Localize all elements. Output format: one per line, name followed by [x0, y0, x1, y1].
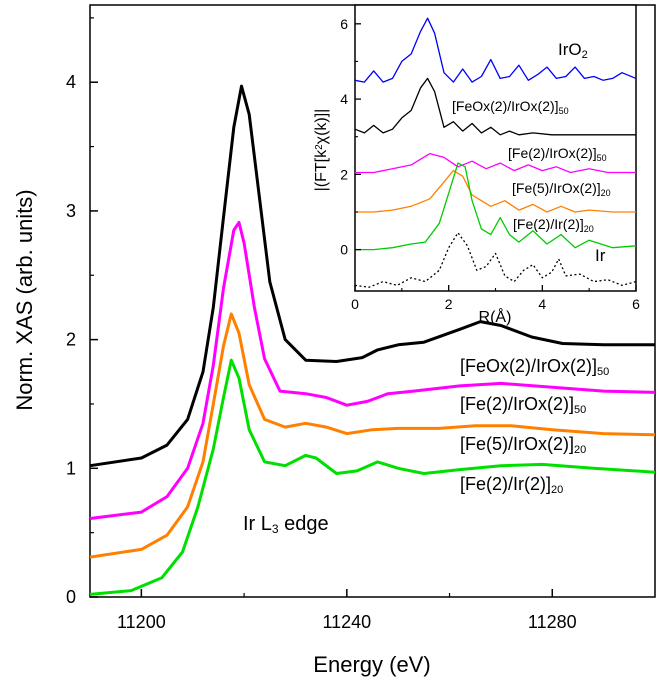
x-tick-label: 11200 [117, 612, 166, 632]
label-text: |(FT[k [313, 149, 330, 191]
label-text: [Fe(2)/Ir(2)] [460, 474, 551, 494]
label-text: [FeOx(2)/IrOx(2)] [460, 356, 597, 376]
ft-series-label-0: IrO2 [558, 40, 588, 61]
ft-series-1 [354, 77, 636, 136]
label-text: χ(k)]| [313, 109, 330, 145]
label-text: 1 [66, 458, 76, 478]
label-text: 4 [66, 72, 76, 92]
main-xas-plot: 11200 11240 11280 0 1 2 3 4 Energy (eV) Norm. XAS… [12, 4, 656, 677]
label-text: [Fe(5)/IrOx(2)] [512, 180, 601, 196]
label-text: 4 [538, 296, 546, 312]
label-text: 6 [340, 16, 348, 32]
ft-series-label-4: [Fe(2)/Ir(2)]20 [513, 216, 594, 234]
ft-series-4 [355, 162, 637, 251]
xas-series-label-2: [Fe(5)/IrOx(2)]20 [460, 434, 586, 456]
label-sub: 50 [559, 106, 569, 116]
y-tick-label: 0 [66, 587, 76, 607]
inset-x-tick-label: 0 [351, 296, 359, 312]
label-text: Norm. XAS (arb. units) [12, 189, 37, 410]
xas-series-2 [89, 312, 656, 559]
label-text: 11240 [322, 612, 371, 632]
label-sup: 2 [314, 144, 325, 150]
label-text: 2 [66, 330, 76, 350]
label-text: [FeOx(2)/IrOx(2)] [452, 98, 559, 114]
label-text: [Fe(2)/Ir(2)] [513, 216, 584, 232]
inset-y-tick-label: 4 [340, 91, 348, 107]
label-text: Energy (eV) [313, 652, 430, 677]
label-text: [Fe(2)/IrOx(2)] [460, 394, 574, 414]
inset-ft-plot: 0 2 4 60246R(Å)|(FT[k2χ(k)]|IrO2[FeOx(2)/Ir… [313, 4, 640, 326]
label-sub: 20 [584, 224, 594, 234]
edge-annotation: Ir L3 edge [243, 513, 329, 536]
label-text: 2 [445, 296, 453, 312]
label-text: R(Å) [479, 307, 512, 326]
label-text: 2 [340, 166, 348, 182]
inset-x-tick-label: 4 [538, 296, 546, 312]
ft-series-3 [355, 169, 636, 213]
x-tick-label: 11240 [322, 612, 371, 632]
xas-series-0 [89, 84, 655, 468]
ft-series-label-5: Ir [595, 246, 606, 265]
x-axis-label: Energy (eV) [313, 652, 430, 677]
x-tick-label: 11280 [528, 612, 577, 632]
label-text: 4 [340, 91, 348, 107]
label-text: edge [279, 513, 329, 535]
xas-series-3 [89, 358, 656, 596]
y-tick-label: 2 [66, 330, 76, 350]
label-sub: 20 [601, 188, 611, 198]
label-sub: 2 [582, 49, 588, 61]
label-sub: 20 [574, 444, 586, 456]
label-text: [Fe(2)/IrOx(2)] [508, 145, 597, 161]
label-text: 0 [66, 587, 76, 607]
y-tick-label: 4 [66, 72, 76, 92]
inset-frame [354, 4, 637, 292]
ft-series-0 [354, 17, 637, 83]
inset-x-tick-label: 6 [632, 296, 640, 312]
label-text: 11200 [117, 612, 166, 632]
inset-y-tick-label: 6 [340, 16, 348, 32]
inset-y-tick-label: 0 [340, 242, 348, 258]
xas-series-1 [89, 221, 656, 520]
label-text: 0 [340, 242, 348, 258]
ft-series-label-3: [Fe(5)/IrOx(2)]20 [512, 180, 611, 198]
y-axis-label: Norm. XAS (arb. units) [12, 189, 37, 410]
label-text: [Fe(5)/IrOx(2)] [460, 434, 574, 454]
xas-series-label-3: [Fe(2)/Ir(2)]20 [460, 474, 563, 496]
y-tick-label: 1 [66, 458, 76, 478]
label-sub: 3 [272, 522, 279, 536]
ft-series-label-1: [FeOx(2)/IrOx(2)]50 [452, 98, 569, 116]
label-text: Ir [595, 246, 606, 265]
label-text: 0 [351, 296, 359, 312]
label-sub: 50 [597, 366, 609, 378]
label-text: 3 [66, 201, 76, 221]
label-text: Ir L [243, 513, 272, 535]
inset-x-axis-label: R(Å) [479, 307, 512, 326]
label-text: IrO [558, 40, 582, 59]
inset-y-axis-label: |(FT[k2χ(k)]| [313, 109, 330, 192]
y-tick-label: 3 [66, 201, 76, 221]
xas-series-label-0: [FeOx(2)/IrOx(2)]50 [460, 356, 609, 378]
label-sub: 50 [597, 153, 607, 163]
label-text: 11280 [528, 612, 577, 632]
xas-series-label-1: [Fe(2)/IrOx(2)]50 [460, 394, 586, 416]
label-sub: 20 [551, 484, 563, 496]
inset-y-tick-label: 2 [340, 166, 348, 182]
ft-series-2 [355, 152, 636, 174]
inset-x-tick-label: 2 [445, 296, 453, 312]
label-text: 6 [632, 296, 640, 312]
ft-series-label-2: [Fe(2)/IrOx(2)]50 [508, 145, 607, 163]
label-sub: 50 [574, 404, 586, 416]
